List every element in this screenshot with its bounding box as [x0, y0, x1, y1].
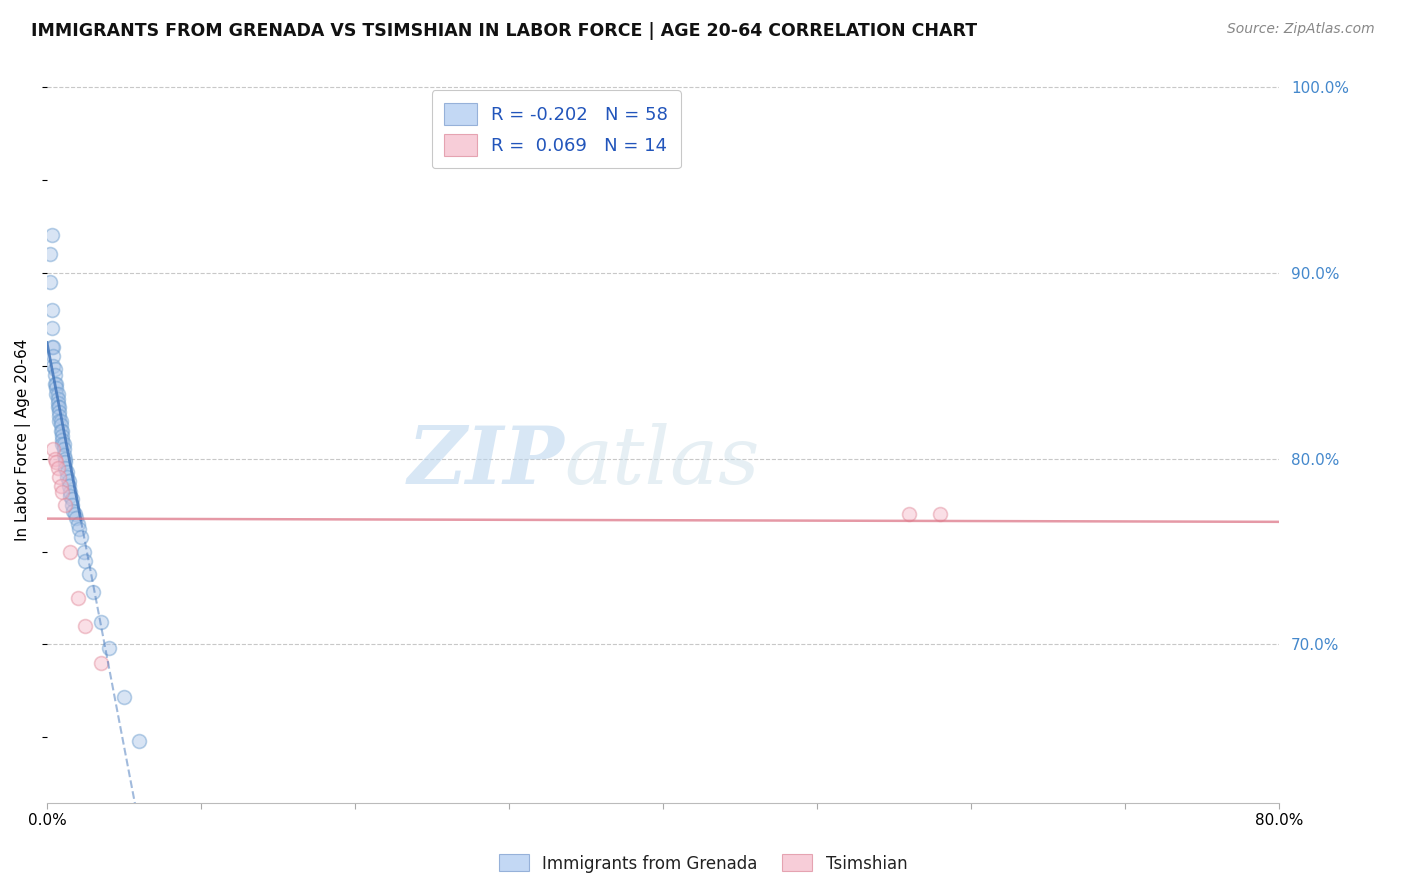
Point [49, 418, 72, 433]
Point [41, 228, 63, 243]
Point [46, 386, 69, 401]
Point [45, 377, 67, 392]
Text: IMMIGRANTS FROM GRENADA VS TSIMSHIAN IN LABOR FORCE | AGE 20-64 CORRELATION CHAR: IMMIGRANTS FROM GRENADA VS TSIMSHIAN IN … [31, 22, 977, 40]
Point [52, 448, 75, 462]
Point [51, 424, 73, 438]
Point [39, 247, 62, 261]
Point [42, 340, 65, 354]
Point [49, 479, 72, 493]
Point [128, 734, 150, 748]
Point [44, 377, 66, 392]
Point [60, 498, 83, 512]
Point [41, 321, 63, 335]
Point [55, 498, 77, 512]
Point [66, 516, 89, 531]
Text: ZIP: ZIP [408, 423, 564, 500]
Point [46, 461, 69, 475]
Point [63, 508, 86, 522]
Point [52, 436, 75, 450]
Point [112, 690, 135, 704]
Point [48, 414, 70, 428]
Point [46, 396, 69, 410]
Point [60, 492, 83, 507]
Point [66, 591, 89, 605]
Point [67, 522, 90, 536]
Point [59, 544, 82, 558]
Point [49, 414, 72, 428]
Point [56, 470, 79, 484]
Point [97, 641, 120, 656]
Point [44, 362, 66, 376]
Legend: Immigrants from Grenada, Tsimshian: Immigrants from Grenada, Tsimshian [492, 847, 914, 880]
Point [45, 455, 67, 469]
Point [56, 465, 79, 479]
Point [77, 566, 100, 581]
Point [42, 442, 65, 457]
Point [52, 442, 75, 457]
Point [75, 619, 97, 633]
Point [51, 485, 73, 500]
Point [65, 511, 87, 525]
Point [48, 400, 70, 414]
Point [45, 381, 67, 395]
Point [48, 470, 70, 484]
Y-axis label: In Labor Force | Age 20-64: In Labor Force | Age 20-64 [15, 339, 31, 541]
Point [42, 359, 65, 373]
Text: Source: ZipAtlas.com: Source: ZipAtlas.com [1227, 22, 1375, 37]
Point [44, 451, 66, 466]
Point [51, 433, 73, 447]
Point [51, 436, 73, 450]
Point [929, 508, 952, 522]
Point [42, 349, 65, 363]
Legend: R = -0.202   N = 58, R =  0.069   N = 14: R = -0.202 N = 58, R = 0.069 N = 14 [432, 90, 681, 169]
Point [45, 386, 67, 401]
Point [51, 429, 73, 443]
Point [46, 392, 69, 406]
Point [49, 424, 72, 438]
Point [46, 400, 69, 414]
Text: atlas: atlas [564, 423, 759, 500]
Point [75, 554, 97, 568]
Point [59, 485, 82, 500]
Point [90, 656, 112, 670]
Point [82, 585, 104, 599]
Point [58, 474, 80, 488]
Point [898, 508, 921, 522]
Point [41, 340, 63, 354]
Point [39, 275, 62, 289]
Point [48, 409, 70, 423]
Point [44, 368, 66, 382]
Point [62, 503, 84, 517]
Point [55, 455, 77, 469]
Point [73, 544, 96, 558]
Point [90, 615, 112, 630]
Point [59, 489, 82, 503]
Point [41, 302, 63, 317]
Point [58, 479, 80, 493]
Point [55, 461, 77, 475]
Point [70, 530, 93, 544]
Point [55, 451, 77, 466]
Point [48, 405, 70, 419]
